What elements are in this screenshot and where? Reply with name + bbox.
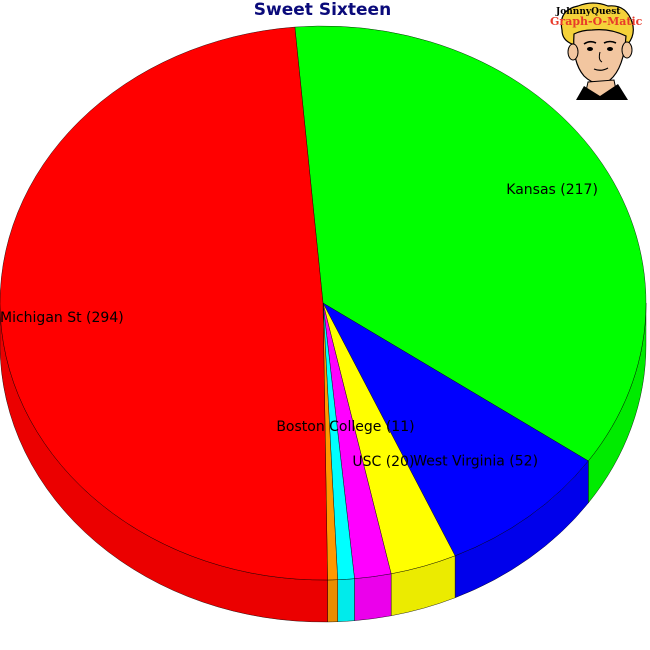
slice-label-kansas: Kansas (217) bbox=[506, 182, 598, 198]
pie-labels: Kansas (217) West Virginia (52)USC (20) Bo… bbox=[0, 182, 598, 470]
slice-label-usc: USC (20) bbox=[352, 454, 414, 470]
pie-side-boston-college bbox=[354, 573, 392, 621]
graph-o-matic-logo: JohnnyQuest Graph-O-Matic bbox=[548, 0, 650, 101]
slice-label-michigan-st: Michigan St (294) bbox=[0, 310, 124, 326]
pie-top-layer bbox=[0, 25, 647, 581]
logo-line1: JohnnyQuest bbox=[555, 7, 621, 17]
chart-title: Sweet Sixteen bbox=[253, 0, 392, 20]
johnny-quest-face-icon: JohnnyQuest Graph-O-Matic bbox=[550, 2, 643, 101]
pie-side-slice-4 bbox=[337, 578, 355, 622]
pie-depth-layer bbox=[0, 302, 647, 623]
slice-label-west-virginia: West Virginia (52) bbox=[413, 454, 538, 470]
logo-line2: Graph-O-Matic bbox=[550, 15, 643, 28]
pie-side-slice-5 bbox=[327, 579, 338, 623]
pie-slice-kansas bbox=[294, 25, 647, 462]
pie-slice-michigan-st bbox=[0, 26, 328, 581]
slice-label-boston-college: Boston College (11) bbox=[276, 419, 414, 435]
